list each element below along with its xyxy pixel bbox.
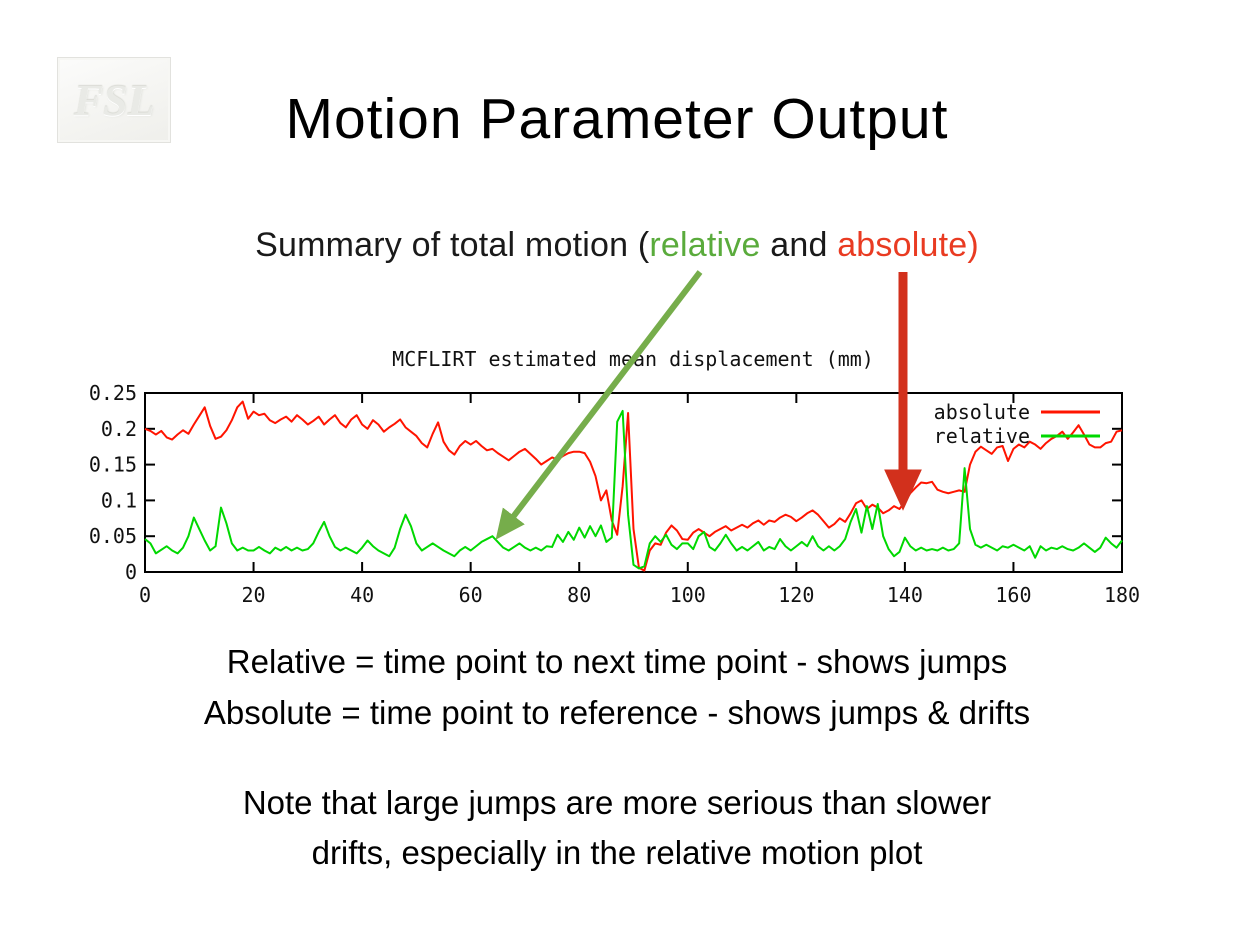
series-line-absolute [144, 400, 1123, 572]
x-tick-label: 180 [1104, 583, 1140, 607]
x-tick-label: 80 [567, 583, 591, 607]
note-text: Note that large jumps are more serious t… [0, 778, 1234, 878]
y-tick-label: 0 [125, 560, 137, 584]
series-line-relative [144, 409, 1123, 570]
x-tick-label: 100 [670, 583, 706, 607]
y-tick-label: 0.1 [101, 488, 137, 512]
subtitle-text: Summary of total motion ( [255, 226, 650, 264]
x-tick-label: 60 [459, 583, 483, 607]
subtitle-absolute-word: absolute [837, 226, 968, 264]
y-tick-label: 0.05 [89, 524, 137, 548]
subtitle-relative-word: relative [649, 226, 761, 264]
x-tick-label: 0 [139, 583, 151, 607]
plot-border [144, 392, 1123, 573]
x-tick-label: 20 [242, 583, 266, 607]
definitions-text: Relative = time point to next time point… [0, 636, 1234, 738]
axis-tick-labels: 0 20 40 60 80 100 120 140 160 180 0 0.05 0.1 0.15 0.2 0… [89, 381, 1140, 607]
x-tick-label: 40 [350, 583, 374, 607]
x-tick-label: 120 [778, 583, 814, 607]
y-tick-label: 0.15 [89, 453, 137, 477]
note-line-1: Note that large jumps are more serious t… [242, 784, 992, 821]
fsl-logo: FSL [57, 57, 171, 143]
x-tick-label: 160 [995, 583, 1031, 607]
series-lines [144, 400, 1123, 572]
y-tick-label: 0.2 [101, 417, 137, 441]
legend-label-relative: relative [934, 424, 1030, 448]
subtitle-close-paren: ) [967, 226, 979, 264]
subtitle: Summary of total motion (relative and ab… [0, 226, 1234, 265]
page-title: Motion Parameter Output [285, 87, 949, 151]
note-line-2: drifts, especially in the relative motio… [311, 834, 923, 871]
y-tick-label: 0.25 [89, 381, 137, 405]
x-tick-label: 140 [887, 583, 923, 607]
relative-pointer-arrow [495, 270, 703, 540]
relative-definition: Relative = time point to next time point… [226, 643, 1008, 680]
legend-label-absolute: absolute [934, 400, 1030, 424]
subtitle-text: and [760, 226, 838, 264]
absolute-definition: Absolute = time point to reference - sho… [203, 694, 1031, 731]
axis-ticks [144, 392, 1123, 573]
fsl-logo-text: FSL [73, 75, 155, 125]
